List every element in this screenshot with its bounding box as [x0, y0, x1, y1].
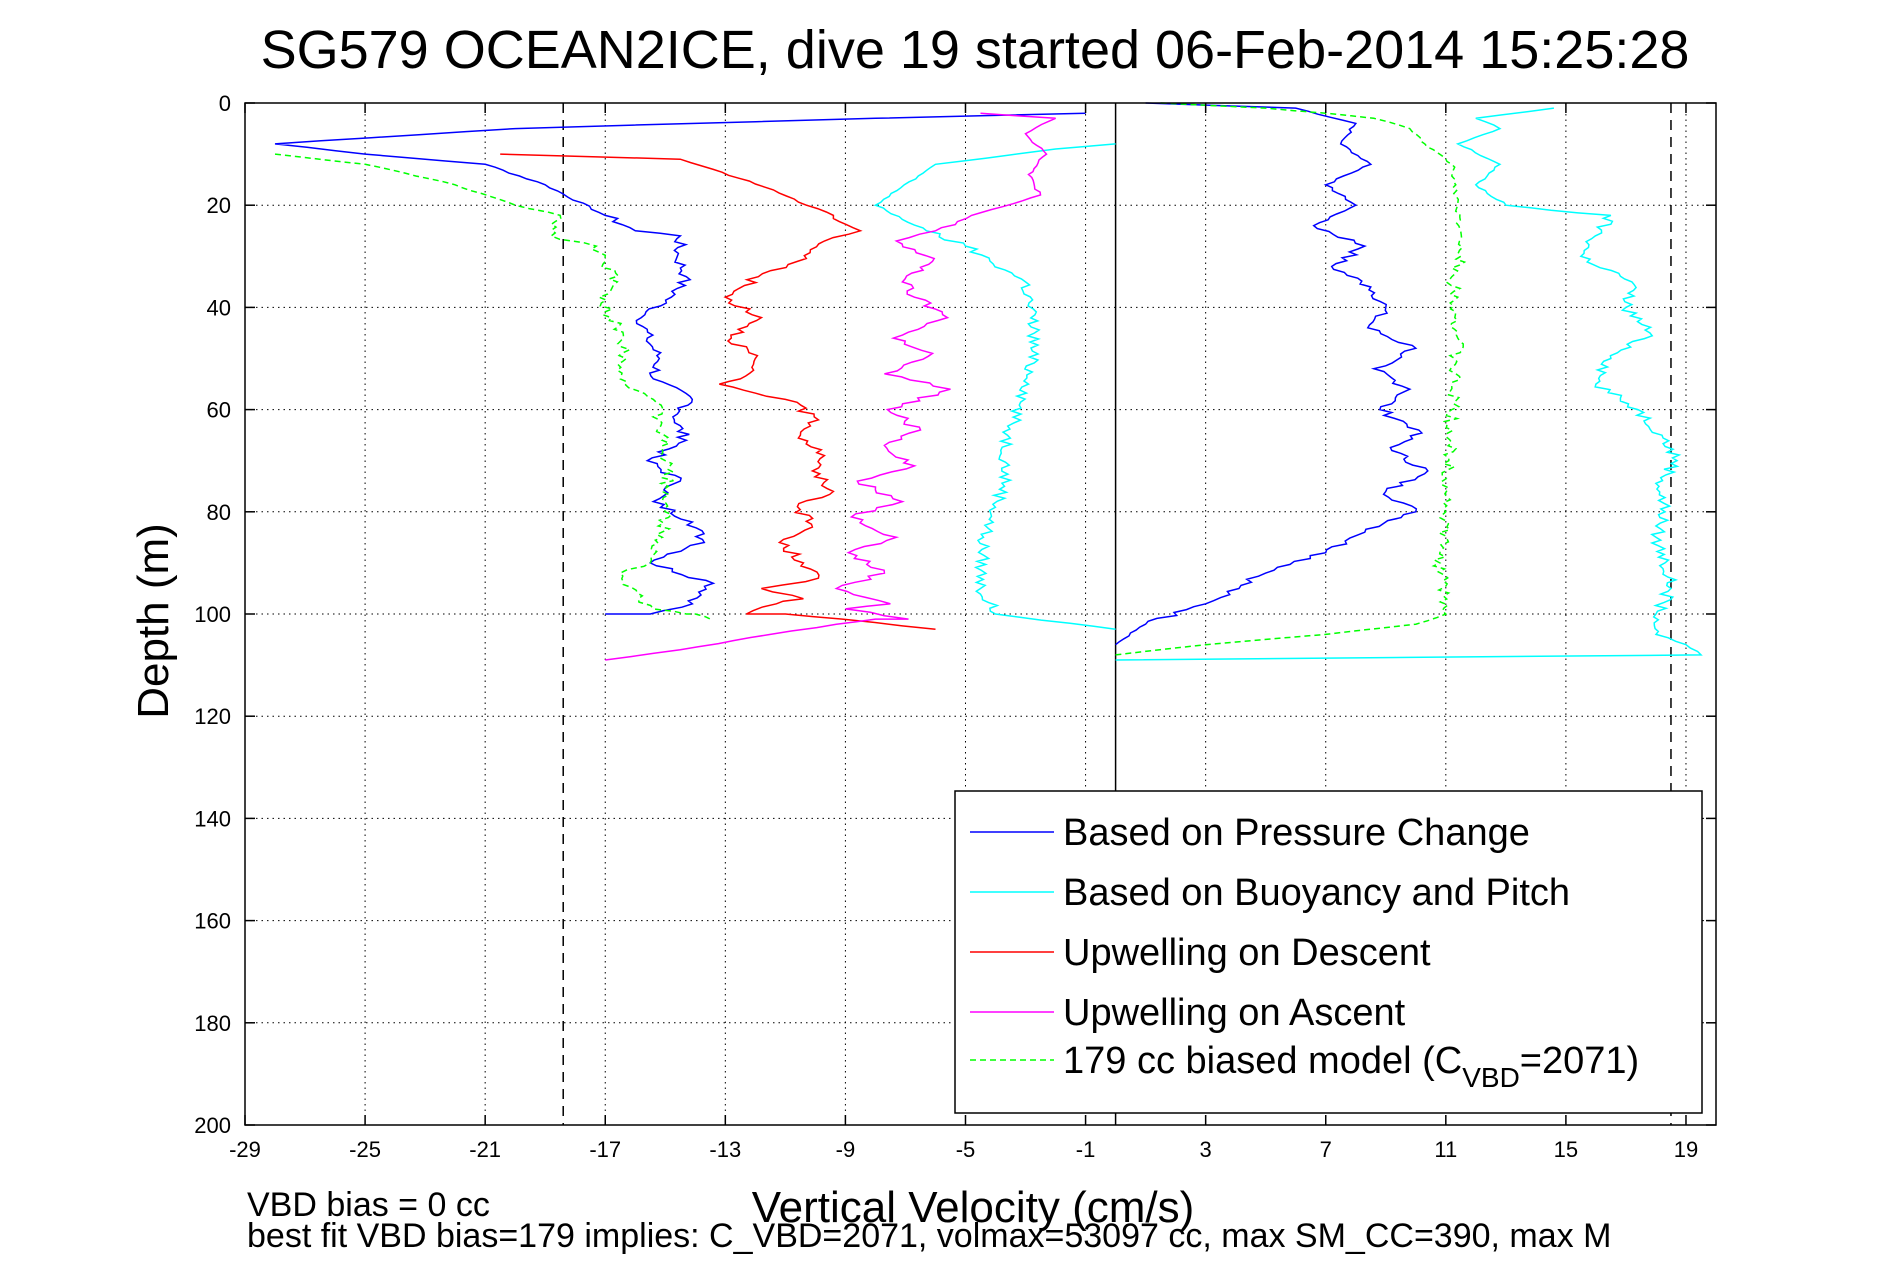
series-line-upwelling-on-descent	[500, 153, 936, 631]
x-tick-label: -9	[836, 1137, 856, 1162]
y-tick-label: 200	[194, 1113, 231, 1138]
y-tick-label: 40	[207, 295, 231, 320]
legend: Based on Pressure Change Based on Buoyanc…	[954, 790, 1703, 1114]
x-tick-label: -1	[1076, 1137, 1096, 1162]
series-line-based-on-pressure-change	[274, 112, 1086, 615]
legend-label-text: 179 cc biased model (C	[1063, 1040, 1462, 1082]
y-axis-ticks: 0 20 40 60 80 100 120 140 160 180 200	[194, 91, 1716, 1138]
y-tick-label: 60	[207, 398, 231, 423]
y-tick-label: 120	[194, 704, 231, 729]
x-tick-label: -5	[956, 1137, 976, 1162]
x-tick-label: -21	[469, 1137, 501, 1162]
legend-label: Upwelling on Ascent	[1063, 992, 1406, 1034]
x-tick-label: 11	[1434, 1137, 1457, 1162]
legend-label-subscript: VBD	[1462, 1062, 1520, 1093]
x-tick-label: -29	[229, 1137, 261, 1162]
legend-label: 179 cc biased model (CVBD=2071)	[1063, 1040, 1639, 1093]
x-axis-ticks: -29 -25 -21 -17 -13 -9 -5 -1 3 7 11 15 19	[229, 103, 1698, 1162]
legend-box	[954, 790, 1703, 1114]
series-line-based-on-buoyancy-and-pitch	[873, 143, 1116, 631]
vbd-bias-note: VBD bias = 0 cc	[247, 1186, 490, 1224]
legend-label-text: Upwelling on Ascent	[1063, 992, 1406, 1034]
series-line-based-on-buoyancy-and-pitch	[1115, 107, 1703, 661]
x-tick-label: 3	[1200, 1137, 1212, 1162]
legend-label: Based on Buoyancy and Pitch	[1063, 872, 1570, 914]
x-tick-label: 19	[1674, 1137, 1698, 1162]
y-tick-label: 140	[194, 806, 231, 831]
legend-label: Upwelling on Descent	[1063, 932, 1431, 974]
x-tick-label: 7	[1320, 1137, 1332, 1162]
best-fit-note: best fit VBD bias=179 implies: C_VBD=207…	[247, 1217, 1611, 1255]
y-tick-label: 20	[207, 193, 231, 218]
x-axis-label: Vertical Velocity (cm/s)	[752, 1183, 1195, 1232]
y-tick-label: 180	[194, 1011, 231, 1036]
series-line-upwelling-on-ascent	[605, 112, 1056, 661]
y-tick-label: 160	[194, 909, 231, 934]
series-line-179-cc-biased-model-c	[274, 153, 711, 620]
chart-title: SG579 OCEAN2ICE, dive 19 started 06-Feb-…	[261, 20, 1690, 80]
legend-label-text: Based on Buoyancy and Pitch	[1063, 872, 1570, 914]
legend-label-text: Based on Pressure Change	[1063, 812, 1530, 854]
legend-label-tail: =2071)	[1520, 1040, 1639, 1082]
x-tick-label: -17	[589, 1137, 621, 1162]
y-axis-label: Depth (m)	[129, 523, 178, 719]
legend-label-text: Upwelling on Descent	[1063, 932, 1431, 974]
x-tick-label: -13	[709, 1137, 741, 1162]
y-tick-label: 100	[194, 602, 231, 627]
series-line-based-on-pressure-change	[1115, 102, 1429, 646]
legend-label: Based on Pressure Change	[1063, 812, 1530, 854]
y-tick-label: 80	[207, 500, 231, 525]
series-group	[274, 102, 1703, 661]
series-line-179-cc-biased-model-c	[1115, 102, 1467, 656]
y-tick-label: 0	[219, 91, 231, 116]
x-tick-label: -25	[349, 1137, 381, 1162]
x-tick-label: 15	[1554, 1137, 1578, 1162]
